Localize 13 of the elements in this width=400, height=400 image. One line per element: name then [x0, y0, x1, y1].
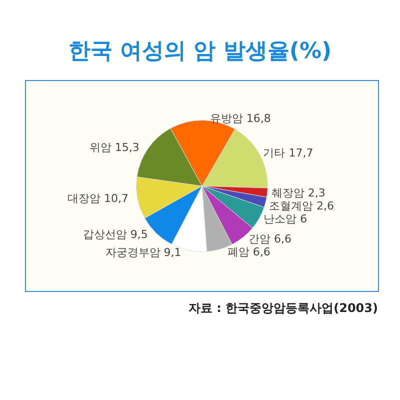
slice-label: 간암 6,6: [248, 232, 292, 246]
slice-label: 위암 15,3: [89, 140, 140, 154]
slice-label: 폐암 6,6: [227, 245, 270, 258]
slice-label: 난소암 6: [264, 212, 308, 226]
slice-label: 유방암 16,8: [210, 112, 271, 125]
slice-label: 자궁경부암 9,1: [105, 246, 182, 259]
chart-title: 한국 여성의 암 발생율(%): [67, 38, 333, 66]
slice-label: 조혈계암 2,6: [268, 199, 334, 212]
slice-label: 기타 17,7: [263, 146, 314, 160]
slice-label: 췌장암 2,3: [271, 186, 326, 200]
slice-label: 대장암 10,7: [67, 192, 128, 206]
text: 자료 : 한국중앙암등록사업(2003): [188, 300, 378, 317]
slice-label: 갑상선암 9,5: [82, 228, 148, 242]
